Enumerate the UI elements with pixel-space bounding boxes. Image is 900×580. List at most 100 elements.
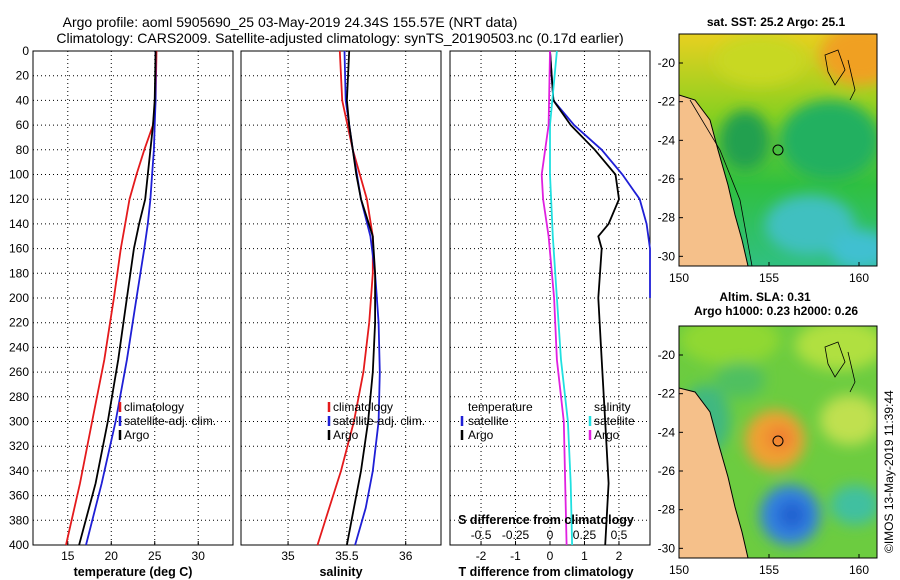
x-tick-label: 1: [581, 549, 588, 563]
depth-tick-label: 220: [9, 316, 29, 330]
salinity-tick-labels: 35 35.5 36: [281, 541, 413, 563]
x-tick-label: -2: [476, 549, 487, 563]
map-lat-tick-label: -20: [658, 56, 676, 70]
s-difference-tick-labels: -0.5 -0.25 0 0.25 0.5: [471, 528, 628, 542]
map-lat-tick-label: -22: [658, 387, 676, 401]
temperature-xlabel: temperature (deg C): [74, 565, 193, 579]
series-line-argo: [78, 50, 157, 546]
legend-argo: Argo: [333, 428, 359, 442]
difference-series: [540, 50, 651, 546]
map-lon-tick-label: 155: [759, 563, 779, 577]
depth-tick-label: 360: [9, 489, 29, 503]
depth-tick-label: 240: [9, 340, 29, 354]
depth-tick-label: 120: [9, 192, 29, 206]
depth-tick-label: 380: [9, 513, 29, 527]
x-tick-label: 0: [547, 549, 554, 563]
depth-tick-label: 300: [9, 415, 29, 429]
depth-tick-label: 180: [9, 266, 29, 280]
sst-map-title: sat. SST: 25.2 Argo: 25.1: [707, 15, 846, 29]
legend-satellite: satellite-adj. clim.: [124, 414, 216, 428]
temperature-series: [65, 50, 158, 546]
legend-climatology: climatology: [333, 400, 393, 414]
map-lat-tick-label: -30: [658, 249, 676, 263]
series-line-argo: [345, 50, 376, 546]
depth-tick-label: 0: [22, 44, 29, 58]
sst-map-ticks: 150 155 160 -20 -22 -24 -26 -28 -30: [658, 56, 870, 285]
salinity-panel: 35 35.5 36 salinity climatology satellite-…: [240, 50, 442, 579]
legend-s-satellite: satellite: [594, 414, 635, 428]
map-lat-tick-label: -26: [658, 464, 676, 478]
map-lat-tick-label: -20: [658, 348, 676, 362]
depth-tick-label: 280: [9, 390, 29, 404]
map-lon-tick-label: 160: [849, 271, 869, 285]
temperature-panel: 0 20 40 60 80 100 120 140 160 180 200 220 240 260 280 3…: [9, 44, 234, 579]
s-difference-tick-label: 0: [547, 528, 554, 542]
sla-map-ticks: 150 155 160 -20 -22 -24 -26 -28 -30: [658, 348, 870, 577]
x-tick-label: 36: [399, 549, 413, 563]
depth-tick-label: 160: [9, 242, 29, 256]
depth-tick-label: 260: [9, 365, 29, 379]
salinity-legend: climatology satellite-adj. clim. Argo: [327, 400, 425, 442]
map-lat-tick-label: -28: [658, 503, 676, 517]
series-line-satellite-adj-clim-: [85, 51, 157, 546]
sla-map-subtitle: Argo h1000: 0.23 h2000: 0.26: [694, 304, 858, 318]
difference-panel: -2 -1 0 1 2 -0.5 -0.25 0 0.25 0.5 T difference f…: [449, 50, 651, 579]
depth-tick-label: 140: [9, 217, 29, 231]
temperature-gridlines: [33, 51, 233, 545]
map-lat-tick-label: -30: [658, 541, 676, 555]
x-tick-label: 15: [61, 549, 75, 563]
map-lon-tick-label: 155: [759, 271, 779, 285]
map-lat-tick-label: -22: [658, 95, 676, 109]
legend-salinity-title: salinity: [594, 400, 631, 414]
s-difference-tick-label: 0.5: [611, 528, 628, 542]
t-difference-xlabel: T difference from climatology: [458, 565, 633, 579]
x-tick-label: 2: [616, 549, 623, 563]
series-line-climatology: [65, 50, 158, 546]
legend-t-satellite: satellite: [468, 414, 509, 428]
imos-credit: ©IMOS 13-May-2019 11:39:44: [882, 390, 896, 553]
australia-coast-land: [679, 95, 748, 266]
x-tick-label: -1: [510, 549, 521, 563]
depth-tick-label: 340: [9, 464, 29, 478]
legend-t-argo: Argo: [468, 428, 494, 442]
s-difference-xlabel: S difference from climatology: [458, 513, 634, 527]
salinity-xlabel: salinity: [319, 565, 362, 579]
map-lon-tick-label: 150: [669, 271, 689, 285]
s-difference-tick-label: -0.25: [502, 528, 530, 542]
x-tick-label: 30: [192, 549, 206, 563]
sla-map-title: Altim. SLA: 0.31: [719, 290, 811, 304]
difference-legend: temperature satellite Argo salinity sate…: [460, 400, 635, 442]
figure-title-line1: Argo profile: aoml 5905690_25 03-May-201…: [63, 14, 518, 30]
argo-location-marker: [772, 144, 784, 156]
map-lat-tick-label: -28: [658, 211, 676, 225]
map-lat-tick-label: -24: [658, 425, 676, 439]
sst-map: sat. SST: 25.2 Argo: 25.1 150 155 160 -20 -2…: [658, 15, 878, 285]
legend-argo: Argo: [124, 428, 150, 442]
temperature-legend: climatology satellite-adj. clim. Argo: [118, 400, 216, 442]
depth-tick-label: 200: [9, 291, 29, 305]
depth-tick-label: 20: [16, 69, 30, 83]
depth-tick-label: 80: [16, 143, 30, 157]
depth-tick-label: 400: [9, 538, 29, 552]
legend-s-argo: Argo: [594, 428, 620, 442]
series-line-t-satellite: [549, 50, 651, 298]
map-lat-tick-label: -24: [658, 133, 676, 147]
legend-climatology: climatology: [124, 400, 184, 414]
depth-tick-label: 100: [9, 168, 29, 182]
figure-title-line2: Climatology: CARS2009. Satellite-adjuste…: [56, 30, 623, 46]
x-tick-label: 35: [281, 549, 295, 563]
temperature-tick-labels: 15 20 25 30: [61, 541, 205, 563]
x-tick-label: 20: [105, 549, 119, 563]
t-difference-tick-labels: -2 -1 0 1 2: [476, 541, 623, 563]
x-tick-label: 35.5: [335, 549, 359, 563]
series-line-s-argo: [540, 50, 568, 546]
salinity-series: [316, 50, 381, 546]
s-difference-tick-label: 0.25: [573, 528, 597, 542]
depth-tick-label: 40: [16, 93, 30, 107]
depth-tick-label: 60: [16, 118, 30, 132]
series-line-t-argo: [549, 50, 620, 546]
s-difference-tick-label: -0.5: [471, 528, 492, 542]
map-lon-tick-label: 160: [849, 563, 869, 577]
x-tick-label: 25: [148, 549, 162, 563]
